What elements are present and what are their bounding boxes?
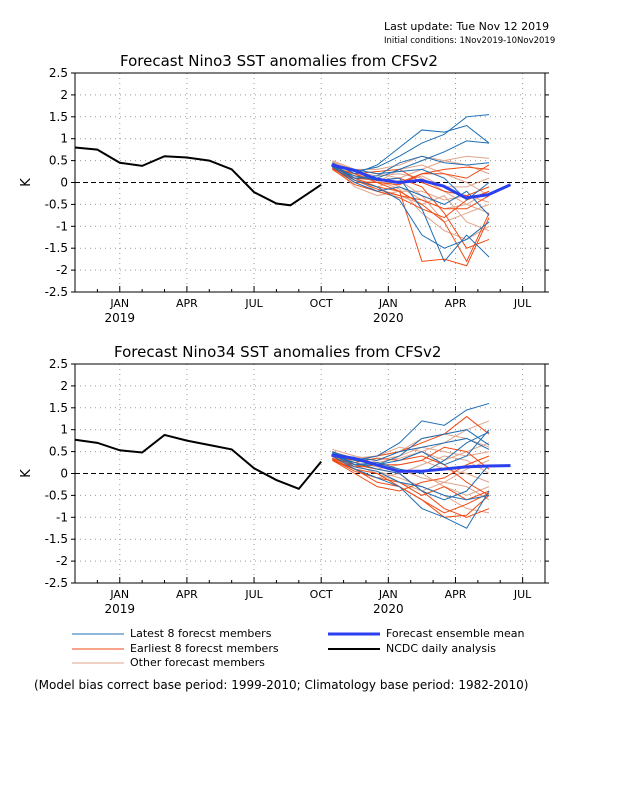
last-update-text: Last update: Tue Nov 12 2019: [384, 20, 550, 33]
y-tick-label: 0: [60, 176, 68, 190]
member-line-latest: [332, 453, 490, 501]
y-tick-label: 2.5: [49, 66, 68, 80]
y-tick-label: -1.5: [45, 532, 68, 546]
member-line-earliest: [332, 458, 490, 514]
x-tick-label: JAN: [109, 588, 129, 601]
chart-title-nino34: Forecast Nino34 SST anomalies from CFSv2: [114, 343, 442, 361]
x-tick-label: JUL: [244, 588, 263, 601]
x-tick-label: APR: [176, 588, 198, 601]
member-line-latest: [332, 454, 490, 501]
member-line-other: [332, 166, 490, 223]
x-tick-label: APR: [176, 297, 198, 310]
x-tick-label: JAN: [109, 297, 129, 310]
y-tick-label: -0.5: [45, 488, 68, 502]
member-line-latest: [332, 140, 490, 179]
member-line-latest: [332, 455, 490, 529]
y-tick-label: 2.5: [49, 357, 68, 371]
x-tick-label: JUL: [513, 588, 532, 601]
member-line-earliest: [332, 168, 490, 219]
initial-conditions-text: Initial conditions: 1Nov2019-10Nov2019: [384, 36, 556, 46]
y-tick-label: -2: [56, 263, 68, 277]
y-tick-label: 1.5: [49, 401, 68, 415]
chart-title-nino3: Forecast Nino3 SST anomalies from CFSv2: [120, 52, 438, 70]
y-tick-label: -2: [56, 554, 68, 568]
member-line-other: [332, 433, 490, 461]
x-tick-label: APR: [445, 297, 467, 310]
member-line-other: [332, 446, 490, 468]
y-tick-label: 1: [60, 132, 68, 146]
y-tick-label: -1: [56, 510, 68, 524]
y-tick-label: -2.5: [45, 576, 68, 590]
y-axis-label: K: [19, 469, 34, 478]
member-line-latest: [332, 437, 490, 461]
y-tick-label: -0.5: [45, 197, 68, 211]
x-tick-label: APR: [445, 588, 467, 601]
member-line-earliest: [332, 446, 490, 470]
member-line-latest: [332, 114, 490, 173]
x-tick-year-label: 2020: [373, 311, 404, 325]
y-tick-label: -1: [56, 219, 68, 233]
y-tick-label: -2.5: [45, 285, 68, 299]
legend-label-earliest: Earliest 8 forecst members: [130, 642, 279, 655]
x-tick-label: OCT: [310, 588, 333, 601]
member-line-other: [332, 163, 490, 197]
x-tick-year-label: 2019: [104, 602, 135, 616]
x-tick-label: OCT: [310, 297, 333, 310]
legend-label-mean: Forecast ensemble mean: [386, 627, 525, 640]
y-tick-label: 1.5: [49, 110, 68, 124]
member-line-earliest: [332, 168, 490, 267]
ncdc-analysis-line: [74, 433, 322, 491]
footnote: (Model bias correct base period: 1999-20…: [34, 678, 529, 692]
x-tick-label: JAN: [378, 297, 398, 310]
legend-label-ncdc: NCDC daily analysis: [386, 642, 496, 655]
x-tick-label: JUL: [244, 297, 263, 310]
member-line-earliest: [332, 459, 490, 501]
x-tick-year-label: 2019: [104, 311, 135, 325]
member-line-earliest: [332, 455, 490, 496]
member-line-earliest: [332, 166, 490, 186]
y-tick-label: 0: [60, 467, 68, 481]
ensemble-mean-line: [331, 453, 511, 473]
ncdc-analysis-line: [74, 146, 322, 207]
ensemble-mean-line: [331, 163, 512, 200]
y-tick-label: 1: [60, 423, 68, 437]
y-tick-label: 2: [60, 379, 68, 393]
y-axis-label: K: [19, 178, 34, 187]
y-tick-label: 2: [60, 88, 68, 102]
member-line-latest: [332, 166, 490, 216]
member-line-latest: [332, 166, 490, 263]
member-line-latest: [332, 164, 490, 249]
legend-label-other: Other forecast members: [130, 656, 265, 669]
y-tick-label: 0.5: [49, 445, 68, 459]
x-tick-year-label: 2020: [373, 602, 404, 616]
y-tick-label: -1.5: [45, 241, 68, 255]
legend-label-latest: Latest 8 forecst members: [130, 627, 272, 640]
y-tick-label: 0.5: [49, 154, 68, 168]
x-tick-label: JUL: [513, 297, 532, 310]
x-tick-label: JAN: [378, 588, 398, 601]
